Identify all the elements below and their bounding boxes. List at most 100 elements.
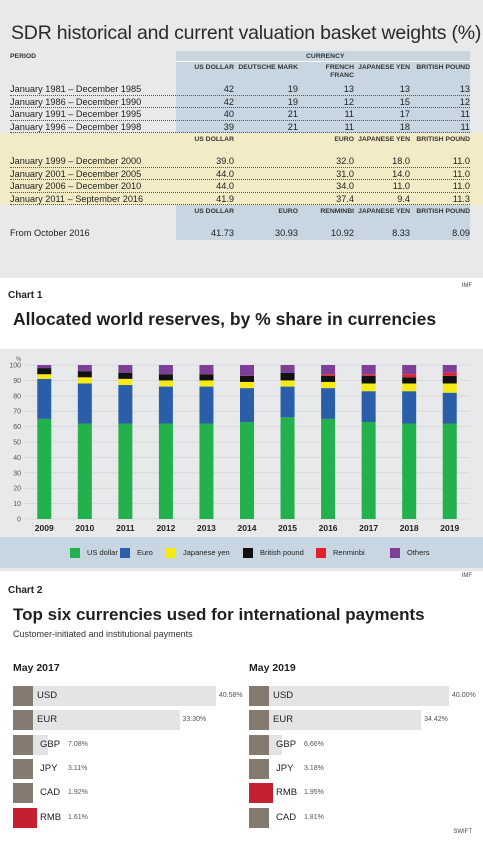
- sdr-col-header: JAPANESE YEN: [358, 64, 410, 71]
- sdr-row-value: 11.0: [392, 181, 410, 191]
- chart1-bar-segment: [442, 392, 457, 424]
- chart2-bar: [249, 710, 422, 731]
- sdr-row-value: 30.93: [275, 228, 298, 238]
- chart1-bar-segment: [442, 423, 457, 519]
- sdr-row-value: 11.0: [452, 181, 470, 191]
- chart1-bar-segment: [37, 365, 52, 369]
- sdr-row-value: 32.0: [336, 156, 354, 166]
- sdr-row-period: January 2011 – September 2016: [10, 193, 144, 204]
- chart2-bar-value: 1.95%: [304, 789, 324, 797]
- chart1-title: Allocated world reserves, by % share in …: [13, 309, 437, 329]
- sdr-row-value: 15: [399, 96, 410, 107]
- sdr-row-value: 44.0: [216, 181, 234, 191]
- chart1-bar-segment: [199, 380, 214, 387]
- sdr-title: SDR historical and current valuation bas…: [11, 22, 482, 44]
- chart2-bar-row: USD 40.00%: [249, 686, 476, 706]
- chart1-legend-swatch: [390, 548, 400, 558]
- sdr-col-header: EURO: [278, 208, 298, 215]
- sdr-row-value: 42: [223, 96, 234, 107]
- chart1-bar-segment: [37, 374, 52, 379]
- chart2-bar-code: RMB: [40, 811, 62, 823]
- chart1-bar-segment: [158, 386, 173, 424]
- sdr-source: IMF: [461, 283, 472, 289]
- chart2-bar-marker: [249, 686, 269, 706]
- sdr-row-divider: [10, 119, 470, 121]
- sdr-row-divider: [10, 94, 470, 96]
- chart1-bar-segment: [158, 380, 173, 387]
- chart2-bar-row: RMB 1.61%: [13, 807, 238, 828]
- chart1-bar-segment: [280, 386, 295, 418]
- sdr-row-value: 41.73: [211, 228, 234, 238]
- chart2-bar-value: 1.92%: [68, 789, 88, 797]
- sdr-row-period: From October 2016: [10, 228, 90, 238]
- chart1-bar-segment: [321, 381, 336, 389]
- chart1-bar-segment: [240, 365, 254, 376]
- chart1-legend-label: Euro: [137, 548, 153, 557]
- sdr-row-period: January 1986 – December 1990: [10, 96, 142, 107]
- sdr-row-value: 21: [287, 121, 298, 132]
- chart1-xtick-label: 2013: [197, 523, 216, 533]
- chart2-bar-row: GBP 6.66%: [249, 734, 474, 755]
- chart1-legend-item: Japanese yen: [166, 548, 230, 558]
- sdr-row-value: 31.0: [336, 168, 354, 179]
- chart2-bar-row: RMB 1.95%: [249, 783, 474, 804]
- chart1-bar-segment: [118, 423, 133, 519]
- chart2-bar-code: USD: [273, 690, 294, 701]
- sdr-row-value: 13: [343, 84, 354, 94]
- sdr-row-period: January 1981 – December 1985: [10, 84, 142, 94]
- sdr-row-value: 14.0: [392, 168, 410, 179]
- chart1-bar-segment: [77, 371, 92, 378]
- chart1-legend-item: Euro: [120, 548, 153, 558]
- sdr-col-header: US DOLLAR: [194, 136, 234, 143]
- chart1-ytick-label: 30: [13, 470, 21, 477]
- sdr-col-header: BRITISH POUND: [416, 136, 470, 143]
- chart2-bar-marker: [249, 710, 269, 731]
- chart1-yunit: %: [16, 357, 22, 363]
- sdr-row-value: 10.92: [331, 228, 354, 238]
- sdr-row-value: 9.4: [397, 193, 410, 204]
- chart2-bar-row: CAD 1.81%: [249, 807, 474, 828]
- chart2-bar-highlight: [13, 807, 37, 828]
- sdr-row-value: 8.09: [452, 228, 470, 238]
- chart2-source: SWIFT: [453, 829, 472, 835]
- sdr-row-divider: [10, 166, 470, 168]
- chart1-bar-segment: [321, 365, 336, 375]
- chart1-legend-item: US dollar: [70, 548, 118, 558]
- sdr-section-bg-1: [0, 133, 483, 205]
- sdr-row-divider: [10, 107, 470, 108]
- sdr-row: January 1991 – December 1995 40 21 11 17 11: [0, 108, 483, 121]
- chart2-bar-code: CAD: [40, 787, 61, 799]
- sdr-col-header: US DOLLAR: [194, 64, 234, 71]
- chart2-bar-marker: [249, 734, 269, 755]
- sdr-row-value: 13: [399, 84, 410, 94]
- chart1-bar-segment: [158, 365, 173, 375]
- sdr-row-period: January 1991 – December 1995: [10, 109, 142, 119]
- chart1-ytick-label: 50: [13, 440, 21, 447]
- sdr-col-header: EURO: [334, 136, 354, 143]
- chart2-bar-code: GBP: [40, 738, 61, 750]
- chart1-bar-segment: [240, 388, 254, 422]
- chart2-bar-marker: [13, 783, 33, 804]
- chart2-subtitle: Customer-initiated and institutional pay…: [13, 629, 193, 639]
- chart1-bar-segment: [240, 421, 254, 519]
- chart1-bar-segment: [361, 374, 376, 376]
- chart2-bar-value: 3.18%: [304, 764, 324, 772]
- chart2-bar-value: 33.30%: [182, 716, 207, 724]
- chart1-bar-segment: [118, 385, 133, 424]
- chart1-legend: US dollar Euro Japanese yen British pound Re…: [0, 537, 483, 568]
- chart1-legend-swatch: [166, 548, 176, 558]
- chart1-legend-item: Others: [390, 548, 430, 558]
- sdr-row-value: 11: [460, 121, 470, 132]
- sdr-row-period: January 1999 – December 2000: [10, 156, 142, 166]
- chart2-bar-value: 1.81%: [304, 813, 324, 821]
- chart1-bar-segment: [442, 372, 457, 376]
- chart2-bar-value: 7.08%: [68, 740, 88, 748]
- sdr-row-value: 13: [459, 84, 470, 94]
- chart1-legend-swatch: [316, 548, 326, 558]
- chart1-bar-segment: [361, 365, 376, 375]
- chart1-ytick-label: 100: [9, 363, 21, 370]
- sdr-row: January 1981 – December 1985 42 19 13 13 13: [0, 83, 483, 96]
- chart2-bar-row: CAD 1.92%: [13, 783, 238, 804]
- chart2-bar-code: JPY: [40, 762, 58, 774]
- chart2-bar-row: JPY 3.18%: [249, 758, 474, 779]
